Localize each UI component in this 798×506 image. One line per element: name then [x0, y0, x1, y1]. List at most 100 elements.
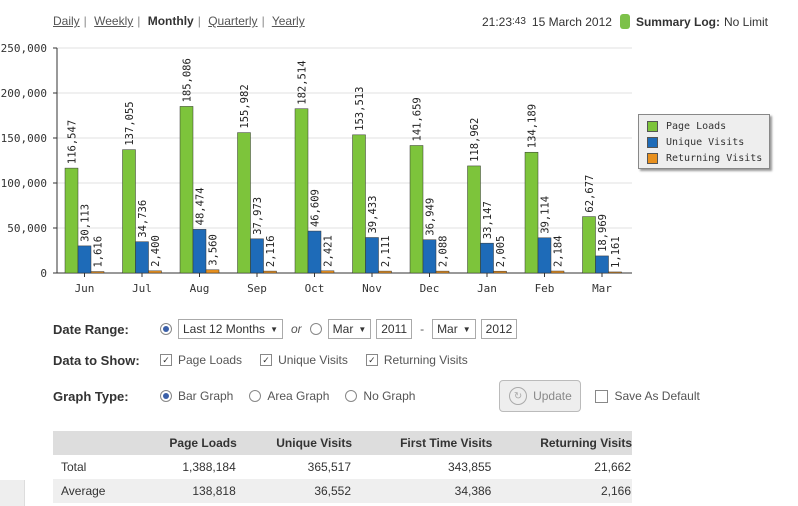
table-cell: 36,552	[236, 479, 353, 503]
area-graph-label: Area Graph	[267, 389, 330, 403]
from-month-select[interactable]: Mar ▼	[327, 319, 372, 339]
legend-item-returning-visits: Returning Visits	[639, 150, 769, 166]
bar	[480, 242, 494, 274]
summary-log-value: No Limit	[723, 14, 768, 29]
y-tick-label: 250,000	[1, 42, 47, 55]
nav-separator: |	[83, 14, 87, 28]
data-label: 18,969	[597, 214, 609, 252]
preset-range-value: Last 12 Months	[183, 322, 266, 336]
unique-visits-checkbox[interactable]: ✓	[260, 354, 273, 366]
returning-visits-checkbox[interactable]: ✓	[365, 354, 378, 366]
data-to-show-row: Data to Show: ✓ Page Loads ✓ Unique Visits…	[53, 349, 700, 371]
to-month-select[interactable]: Mar ▼	[432, 319, 476, 339]
page-loads-option-label: Page Loads	[178, 353, 243, 367]
page-corner	[0, 480, 25, 506]
table-header: Unique Visits	[236, 431, 353, 455]
table-cell: 343,855	[447, 460, 492, 474]
table-cell: 34,386	[352, 479, 493, 503]
save-default-label: Save As Default	[614, 389, 700, 403]
data-label: 34,736	[137, 200, 149, 238]
x-tick-label: Jul	[132, 282, 152, 295]
bar	[365, 237, 379, 274]
update-button[interactable]: ↻ Update	[499, 380, 582, 412]
save-default-checkbox[interactable]	[595, 389, 609, 403]
bar	[307, 230, 322, 274]
table-header: Page Loads	[134, 431, 237, 455]
data-label: 2,116	[265, 235, 277, 267]
bar	[524, 151, 539, 274]
bar	[409, 145, 424, 274]
bar	[608, 271, 622, 274]
data-label: 2,184	[553, 235, 565, 267]
table-cell: Average	[53, 479, 135, 503]
legend-swatch	[647, 152, 658, 164]
update-button-label: Update	[533, 389, 572, 403]
x-tick-label: Jan	[477, 282, 497, 295]
x-tick-label: Nov	[362, 282, 382, 295]
current-date: 15 March 2012	[531, 14, 612, 29]
bar-graph-radio[interactable]	[160, 390, 172, 402]
page-loads-checkbox[interactable]: ✓	[160, 354, 172, 366]
table-row: Total 1,388,184 365,517 343,855 21,662	[53, 455, 632, 479]
graph-type-label: Graph Type:	[53, 388, 129, 404]
status-bar: 21:23:43 15 March 2012 Summary Log: No L…	[482, 14, 768, 29]
data-label: 39,433	[367, 196, 379, 234]
nav-yearly[interactable]: Yearly	[271, 14, 305, 28]
to-month-value: Mar	[437, 322, 458, 336]
data-label: 48,474	[195, 187, 207, 225]
bar	[263, 270, 277, 274]
no-graph-radio[interactable]	[345, 390, 358, 402]
data-to-show-label: Data to Show:	[53, 352, 140, 368]
to-year-input[interactable]: 2012	[480, 319, 518, 339]
table-row: Average 138,818 36,552 34,386 2,166	[53, 479, 632, 503]
legend-swatch	[647, 120, 658, 132]
nav-separator: |	[197, 14, 201, 28]
or-text: or	[290, 322, 302, 336]
bar	[320, 270, 335, 274]
range-dash: -	[420, 322, 425, 336]
data-label: 182,514	[297, 60, 309, 104]
bar	[179, 106, 194, 274]
bar	[493, 270, 507, 274]
table-header	[53, 431, 135, 455]
y-tick-label: 0	[40, 267, 47, 280]
custom-range-radio[interactable]	[309, 323, 322, 335]
date-range-row: Date Range: Last 12 Months ▼ or Mar ▼ 2011…	[53, 318, 700, 340]
bar	[90, 271, 105, 274]
y-tick-label: 50,000	[7, 222, 47, 235]
nav-separator: |	[261, 14, 265, 28]
data-label: 153,513	[354, 87, 366, 131]
bar	[467, 165, 481, 274]
nav-separator: |	[137, 14, 141, 28]
unique-visits-option-label: Unique Visits	[278, 353, 348, 367]
nav-quarterly[interactable]: Quarterly	[208, 14, 258, 28]
bar	[550, 270, 565, 274]
bar	[250, 238, 264, 274]
table-header: Returning Visits	[492, 431, 632, 455]
bar	[422, 239, 437, 274]
y-tick-label: 100,000	[1, 177, 47, 190]
preset-range-radio[interactable]	[160, 323, 172, 335]
chart-legend: Page Loads Unique Visits Returning Visit…	[638, 114, 770, 169]
data-label: 2,005	[495, 236, 507, 268]
nav-daily[interactable]: Daily	[53, 14, 80, 28]
legend-item-unique-visits: Unique Visits	[639, 134, 769, 150]
bar	[237, 132, 251, 274]
area-graph-radio[interactable]	[249, 390, 262, 402]
bar	[294, 108, 309, 274]
nav-monthly[interactable]: Monthly	[147, 14, 194, 28]
chevron-down-icon: ▼	[462, 324, 471, 334]
preset-range-select[interactable]: Last 12 Months ▼	[178, 319, 283, 339]
data-label: 62,677	[584, 175, 596, 213]
clock-time: 21:23	[481, 14, 512, 29]
data-label: 155,982	[239, 84, 251, 128]
x-tick-label: Feb	[535, 282, 555, 295]
data-label: 134,189	[527, 104, 539, 148]
bar	[135, 241, 149, 274]
bar	[205, 269, 220, 274]
bar	[537, 237, 552, 274]
data-label: 1,616	[93, 236, 105, 268]
nav-weekly[interactable]: Weekly	[94, 14, 134, 28]
x-tick-label: Dec	[420, 282, 440, 295]
from-year-input[interactable]: 2011	[376, 319, 413, 339]
